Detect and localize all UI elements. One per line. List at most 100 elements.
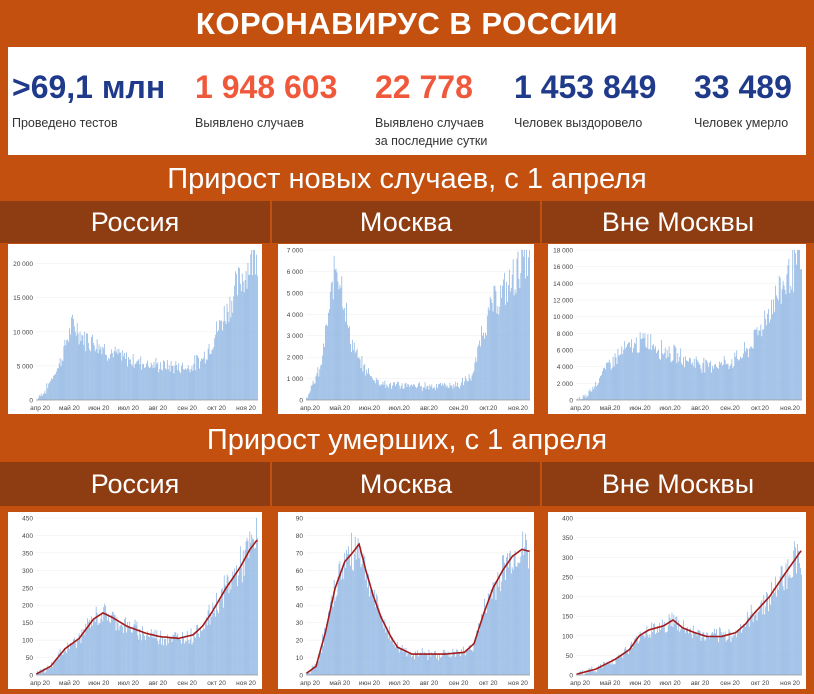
bar	[118, 630, 120, 675]
bar	[174, 631, 176, 675]
bar	[765, 606, 767, 675]
bar	[589, 668, 591, 675]
bar	[85, 623, 87, 675]
y-tick-label: 0	[299, 673, 303, 680]
bar	[317, 660, 319, 675]
bar	[754, 615, 756, 675]
bar	[717, 635, 718, 675]
bar	[680, 348, 682, 400]
bar	[70, 643, 71, 675]
bar	[770, 319, 771, 400]
bar	[346, 549, 347, 675]
bar	[373, 380, 374, 400]
y-tick-label: 20	[296, 638, 304, 645]
bar	[745, 626, 746, 675]
bar	[88, 343, 89, 400]
bar	[128, 621, 130, 675]
bar	[400, 385, 402, 400]
bar	[585, 673, 587, 675]
bar	[240, 567, 242, 675]
bar	[244, 549, 246, 675]
bar	[205, 359, 207, 400]
bar	[592, 670, 594, 675]
bar	[599, 668, 600, 675]
bar	[395, 645, 397, 675]
bar	[600, 664, 601, 675]
bar	[79, 635, 81, 675]
bar	[344, 308, 346, 400]
bar	[801, 269, 802, 400]
bar	[390, 640, 392, 675]
bar	[434, 651, 436, 675]
bar	[580, 399, 582, 400]
bar	[361, 564, 363, 675]
bar	[186, 630, 188, 675]
bar	[54, 661, 55, 675]
y-tick-label: 100	[22, 638, 33, 645]
bar	[443, 649, 445, 675]
bar	[673, 614, 675, 675]
bar	[783, 590, 785, 675]
bar	[740, 356, 741, 400]
bar	[526, 250, 527, 400]
y-tick-label: 10 000	[553, 314, 573, 321]
bar	[94, 622, 96, 675]
bar	[522, 531, 524, 675]
bar	[345, 567, 347, 675]
bar	[604, 367, 605, 400]
bar	[423, 651, 425, 675]
bar	[393, 382, 394, 400]
bar	[447, 651, 449, 675]
bar	[74, 331, 76, 400]
bar	[459, 653, 460, 675]
bar	[800, 269, 801, 400]
bar	[454, 386, 456, 400]
bar	[741, 358, 742, 400]
bar	[239, 283, 241, 400]
bar	[107, 620, 108, 675]
bar	[209, 624, 211, 675]
bar	[409, 387, 411, 400]
bar	[784, 289, 786, 400]
bar	[63, 346, 65, 400]
x-tick-label: сен 20	[720, 680, 740, 687]
bar	[791, 577, 793, 675]
bar	[670, 626, 672, 675]
bar	[110, 623, 111, 675]
bar	[210, 615, 212, 675]
bar	[646, 348, 648, 400]
bar	[482, 335, 483, 400]
bar	[751, 347, 753, 400]
bar	[592, 386, 594, 400]
bar	[142, 626, 144, 675]
bar	[215, 616, 217, 675]
bar	[92, 342, 94, 400]
bar	[518, 563, 520, 675]
bar	[482, 617, 483, 675]
bar	[776, 298, 778, 400]
bar	[381, 384, 383, 400]
bar	[662, 627, 664, 675]
bar	[718, 627, 720, 675]
bar	[124, 352, 125, 400]
bar	[607, 663, 609, 675]
bar	[481, 613, 482, 675]
bar	[777, 589, 779, 675]
bar	[654, 348, 656, 400]
bar	[638, 352, 640, 400]
bar	[632, 647, 633, 675]
bar	[676, 363, 678, 400]
bar	[123, 356, 125, 400]
bar	[373, 380, 375, 400]
bar	[608, 359, 610, 400]
bar	[83, 344, 85, 400]
bar	[124, 619, 125, 675]
bar	[170, 637, 172, 675]
bar	[369, 596, 370, 675]
bar	[367, 373, 369, 400]
bar	[245, 271, 247, 400]
bar	[73, 639, 74, 675]
bar	[495, 599, 497, 675]
bar	[632, 347, 634, 400]
x-tick-label: сен.20	[449, 405, 469, 412]
